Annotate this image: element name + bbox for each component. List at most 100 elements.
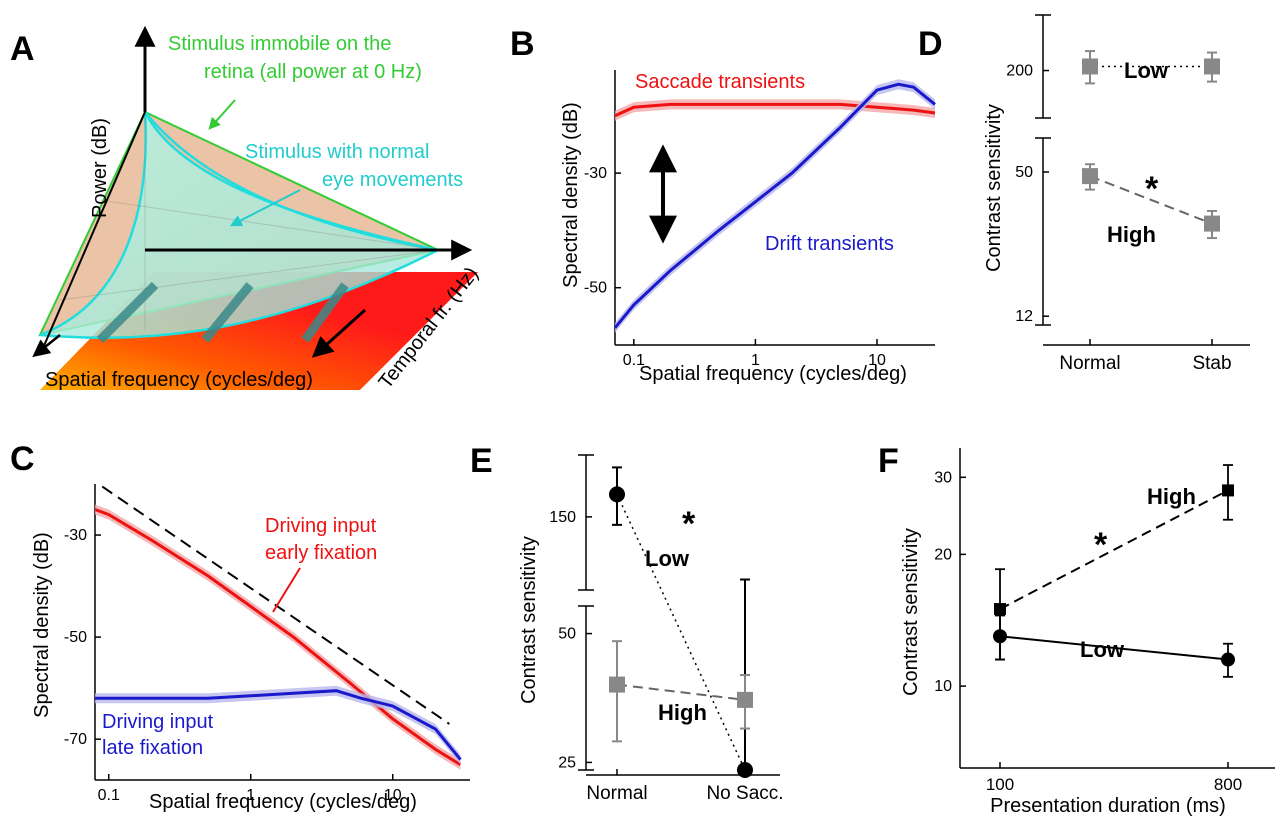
chart-f: 10 20 30 100 800 [934, 448, 1275, 794]
floor-arrows [96, 281, 349, 344]
chart-d: 200 50 12 Normal Stab [1006, 14, 1250, 374]
chart-f-series-1-line [999, 635, 1229, 661]
eye-movement-annotation-line1: Stimulus with normal [245, 141, 430, 163]
chart-c-y-tick-label: -70 [64, 731, 87, 748]
chart-d-marker-square [1204, 58, 1220, 75]
chart-d-y-tick-label: 12 [1015, 308, 1033, 325]
immobile-annotation-line2: retina (all power at 0 Hz) [204, 61, 422, 83]
chart-b-x-tick-label: 1 [751, 352, 760, 369]
chart-c-x-tick-label: 1 [246, 787, 255, 804]
chart-e-marker-square [737, 691, 753, 708]
chart-f-significance-star: * [1094, 526, 1108, 564]
spatial-axis-arrow [32, 334, 61, 358]
chart-f-ylabel: Contrast sensitivity [900, 528, 922, 696]
chart-e-marker-square [609, 676, 625, 693]
chart-f-marker-circle [993, 629, 1007, 644]
chart-d-x-tick-label: Stab [1192, 353, 1231, 374]
chart-f-marker-square [1222, 484, 1234, 497]
chart-e-y-tick-label: 25 [558, 754, 576, 771]
chart-b-y-tick-label: -50 [584, 280, 607, 297]
chart-d-series-1-line [1089, 175, 1213, 225]
chart-d-significance-star: * [1145, 170, 1159, 208]
surface-ridge [144, 111, 439, 252]
eye-movement-annotation-line2: eye movements [322, 169, 463, 191]
chart-d-high-label: High [1107, 222, 1156, 247]
panel-letter-d: D [918, 25, 943, 63]
eye-movement-annotation-arrow [229, 189, 301, 227]
chart-c-x-tick-label: 10 [384, 787, 402, 804]
chart-e: 150 50 25 Normal No Sacc. [549, 454, 784, 804]
power-axis-label: Power (dB) [89, 118, 111, 218]
chart-d-marker-square [1204, 215, 1220, 232]
chart-e-low-label: Low [645, 546, 690, 571]
chart-b-xlabel: Spatial frequency (cycles/deg) [639, 363, 907, 385]
chart-d-ylabel: Contrast sensitivity [983, 104, 1005, 272]
chart-c-x-tick-label: 0.1 [98, 787, 120, 804]
chart-f-x-tick-label: 800 [1214, 775, 1242, 794]
chart-c-early-pointer [272, 567, 301, 613]
panel-f: F 10 20 30 100 800 Contrast sensitivity Pres… [878, 442, 1275, 817]
chart-e-x-tick-label: No Sacc. [706, 783, 783, 804]
chart-f-series-0-line [999, 489, 1229, 610]
panel-letter-c: C [10, 440, 35, 478]
panel-e: E 150 50 25 Normal No Sacc. Contrast sensiti… [470, 442, 784, 804]
chart-c-ylabel: Spectral density (dB) [31, 532, 53, 718]
chart-c-late-label-line1: Driving input [102, 711, 214, 733]
immobile-annotation-arrow [208, 99, 236, 130]
chart-f-marker-circle [1221, 652, 1235, 667]
panel-letter-a: A [10, 30, 35, 68]
chart-b-series-0-band [615, 99, 935, 121]
chart-f-marker-square [994, 603, 1006, 616]
chart-e-x-tick-label: Normal [586, 783, 647, 804]
chart-e-y-tick-label: 150 [549, 509, 576, 526]
chart-e-y-tick-label: 50 [558, 626, 576, 643]
panel-b: B 0.1 1 10 -30 -50 Spectral density (dB) Spa… [510, 25, 936, 385]
chart-d-x-tick-label: Normal [1059, 353, 1120, 374]
chart-b: 0.1 1 10 -30 -50 [584, 70, 936, 369]
chart-f-y-tick-label: 10 [934, 678, 952, 695]
panel-a: A Power (dB) Spatial frequency (cycles/d… [10, 25, 483, 393]
chart-e-ylabel: Contrast sensitivity [518, 536, 540, 704]
chart-d-low-label: Low [1124, 58, 1169, 83]
chart-e-marker-circle [609, 486, 625, 503]
panel-d: D 200 50 12 Normal Stab Contrast sensitivity… [918, 14, 1250, 374]
panel-letter-b: B [510, 25, 535, 63]
chart-c-xlabel: Spatial frequency (cycles/deg) [149, 791, 417, 813]
spatial-axis-label: Spatial frequency (cycles/deg) [45, 369, 313, 391]
chart-d-y-tick-label: 200 [1006, 63, 1033, 80]
chart-c-late-label-line2: late fixation [102, 737, 203, 759]
chart-e-series-0-line [616, 494, 746, 771]
chart-c-early-label-line1: Driving input [265, 515, 377, 537]
panel-c: C 0.1 1 10-30-50-70 Spectral density (dB) … [10, 440, 470, 813]
chart-e-high-label: High [658, 700, 707, 725]
chart-f-y-tick-label: 30 [934, 469, 952, 486]
chart-e-series-1-line [616, 683, 746, 701]
chart-c-series-2-line [101, 485, 450, 725]
chart-c-series-1-line [95, 689, 462, 761]
chart-b-series-0-line [614, 102, 936, 118]
chart-b-x-tick-label: 0.1 [623, 352, 645, 369]
spatial-axis-line [39, 111, 146, 356]
chart-f-x-tick-label: 100 [986, 775, 1014, 794]
chart-c-series-1-band [95, 685, 461, 765]
chart-e-marker-circle [737, 762, 753, 778]
chart-b-x-tick-label: 10 [868, 352, 886, 369]
chart-d-y-tick-label: 50 [1015, 164, 1033, 181]
chart-c-y-tick-label: -50 [64, 629, 87, 646]
panel-letter-f: F [878, 442, 899, 480]
chart-b-ylabel: Spectral density (dB) [560, 102, 582, 288]
floor-arrow-black [311, 308, 367, 358]
chart-b-y-tick-label: -30 [584, 165, 607, 182]
chart-d-marker-square [1082, 168, 1098, 185]
chart-e-significance-star: * [682, 505, 696, 543]
chart-c-series-0-line [94, 508, 462, 766]
immobile-annotation-line1: Stimulus immobile on the [168, 33, 391, 55]
chart-c-early-label-line2: early fixation [265, 542, 377, 564]
chart-f-low-label: Low [1080, 637, 1125, 662]
chart-f-xlabel: Presentation duration (ms) [990, 795, 1226, 817]
chart-c-y-tick-label: -30 [64, 527, 87, 544]
chart-b-drift-label: Drift transients [765, 233, 894, 255]
chart-b-saccade-label: Saccade transients [635, 71, 805, 93]
chart-c: 0.1 1 10 -30 -50 -70 [64, 484, 470, 804]
